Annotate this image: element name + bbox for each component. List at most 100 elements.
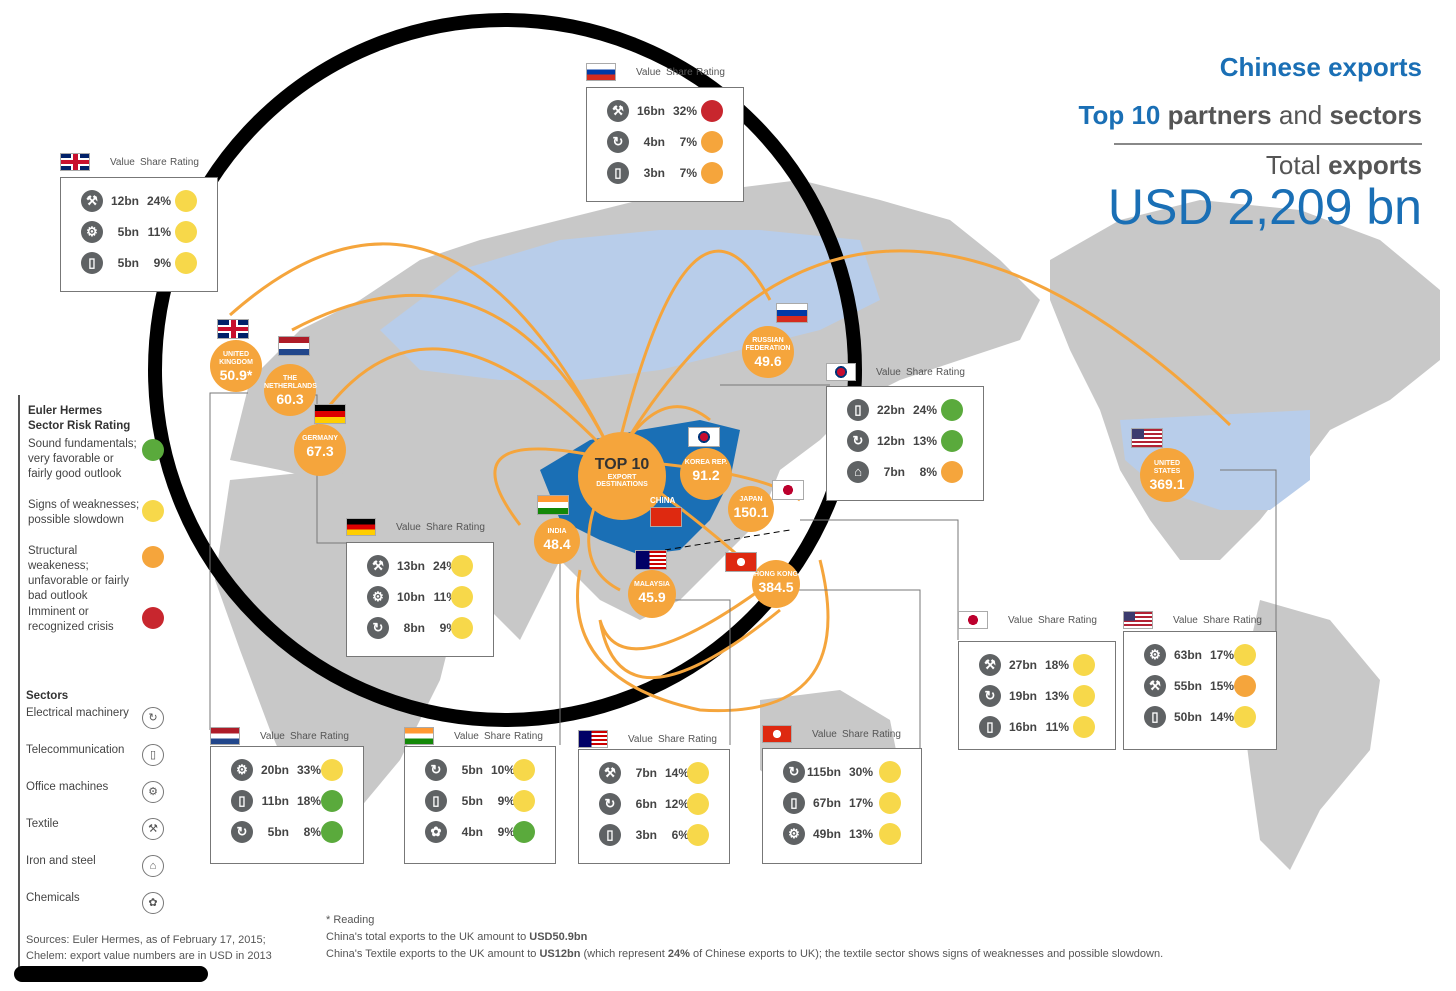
flag-ru-icon (586, 63, 616, 81)
detail-value: 8bn (403, 621, 425, 635)
reading-line2: China's Textile exports to the UK amount… (326, 948, 1163, 960)
telecommunication-icon: ▯ (607, 162, 629, 184)
detail-value: 27bn (1008, 658, 1037, 672)
rating-dot-yellow (451, 555, 473, 577)
total-value: USD 2,209 bn (1107, 179, 1422, 235)
detail-row: ⚙ 20bn 33% (211, 759, 363, 783)
rating-dot-yellow (1073, 654, 1095, 676)
detail-share: 18% (1044, 658, 1069, 672)
bubble-my: Malaysia 45.9 (628, 570, 676, 618)
rating-dot-green (321, 790, 343, 812)
textile-icon: ⚒ (81, 190, 103, 212)
reading-line2-text-c: (which represent (580, 948, 668, 960)
flag-us-icon (1123, 611, 1153, 629)
bubble-in: India 48.4 (534, 518, 580, 564)
bubble-export-value: 50.9* (219, 367, 253, 383)
textile-icon: ⚒ (607, 100, 629, 122)
detail-row: ⚒ 7bn 14% (579, 762, 729, 786)
flag-uk-icon (60, 153, 90, 171)
bubble-export-value: 67.3 (306, 443, 334, 459)
top10-center-bubble: TOP 10 Export destinations (578, 432, 666, 520)
box-header-value: Value (876, 367, 901, 378)
rating-dot-yellow (879, 823, 901, 845)
detail-box-jp: ⚒ 27bn 18% ↻ 19bn 13% ▯ 16bn 11% (958, 641, 1116, 750)
detail-row: ↻ 6bn 12% (579, 793, 729, 817)
detail-row: ▯ 11bn 18% (211, 790, 363, 814)
detail-value: 4bn (461, 825, 483, 839)
rating-dot-yellow (513, 759, 535, 781)
flag-nl-icon (278, 336, 310, 356)
detail-box-de: ⚒ 13bn 24% ⚙ 10bn 11% ↻ 8bn 9% (346, 542, 494, 657)
detail-share: 30% (848, 765, 873, 779)
detail-value: 4bn (643, 135, 665, 149)
flag-kr-icon (826, 363, 856, 381)
reading-line1-text: China's total exports to the UK amount t… (326, 931, 530, 943)
detail-value: 6bn (635, 797, 657, 811)
reading-line2-text-e: of Chinese exports to UK); the textile s… (689, 948, 1164, 960)
detail-row: ⚙ 5bn 11% (61, 221, 217, 245)
detail-row: ↻ 19bn 13% (959, 685, 1115, 709)
telecommunication-icon: ▯ (81, 252, 103, 274)
detail-box-ru: ⚒ 16bn 32% ↻ 4bn 7% ▯ 3bn 7% (586, 87, 744, 202)
footer-scribble (14, 966, 208, 982)
reading-line1: China's total exports to the UK amount t… (326, 931, 587, 943)
office-machines-icon: ⚙ (81, 221, 103, 243)
chemicals-icon: ✿ (425, 821, 447, 843)
legend-dot-green (142, 439, 164, 461)
rating-dot-yellow (513, 790, 535, 812)
flag-hk-icon (762, 725, 792, 743)
bubble-nl: The Netherlands 60.3 (264, 364, 317, 416)
center-top10-label: TOP 10 (594, 456, 650, 473)
rating-dot-yellow (687, 793, 709, 815)
detail-row: ▯ 3bn 6% (579, 824, 729, 848)
detail-value: 5bn (267, 825, 289, 839)
electrical-machinery-icon: ↻ (425, 759, 447, 781)
subtitle-sectors: sectors (1329, 100, 1423, 130)
detail-row: ⚙ 63bn 17% (1124, 644, 1276, 668)
detail-share: 8% (303, 825, 321, 839)
telecommunication-icon: ▯ (847, 399, 869, 421)
rating-dot-green (941, 399, 963, 421)
detail-box-hk: ↻ 115bn 30% ▯ 67bn 17% ⚙ 49bn 13% (762, 748, 922, 864)
bubble-export-value: 60.3 (276, 391, 304, 407)
rating-dot-orange (941, 461, 963, 483)
detail-value: 13bn (396, 559, 425, 573)
detail-share: 7% (679, 166, 697, 180)
detail-box-nl: ⚙ 20bn 33% ▯ 11bn 18% ↻ 5bn 8% (210, 746, 364, 864)
flag-de-icon (346, 518, 376, 536)
box-header-value: Value (812, 729, 837, 740)
box-header-share: Share (484, 731, 511, 742)
detail-share: 11% (147, 225, 171, 239)
bubble-export-value: 150.1 (733, 504, 769, 520)
bubble-uk: United Kingdom 50.9* (210, 340, 262, 392)
box-header-share: Share (290, 731, 317, 742)
legend-rating-label: Imminent or recognized crisis (28, 606, 114, 633)
rating-dot-yellow (451, 617, 473, 639)
rating-dot-yellow (1073, 685, 1095, 707)
detail-share: 15% (1209, 679, 1234, 693)
detail-share: 7% (679, 135, 697, 149)
bubble-ru: Russian Federation 49.6 (742, 326, 794, 378)
legend-dot-yellow (142, 500, 164, 522)
detail-value: 67bn (812, 796, 841, 810)
detail-value: 12bn (110, 194, 139, 208)
sources-line1: Sources: Euler Hermes, as of February 17… (26, 934, 266, 946)
detail-box-my: ⚒ 7bn 14% ↻ 6bn 12% ▯ 3bn 6% (578, 749, 730, 864)
center-destinations-label: destinations (596, 481, 648, 488)
electrical-machinery-icon: ↻ (979, 685, 1001, 707)
flag-in-icon (404, 727, 434, 745)
rating-dot-yellow (1234, 706, 1256, 728)
detail-value: 115bn (806, 765, 841, 779)
detail-value: 10bn (396, 590, 425, 604)
office-machines-icon: ⚙ (1144, 644, 1166, 666)
box-header-rating: Rating (320, 731, 349, 742)
detail-share: 10% (490, 763, 515, 777)
detail-value: 5bn (117, 256, 139, 270)
detail-share: 11% (1045, 720, 1069, 734)
electrical-machinery-icon: ↻ (607, 131, 629, 153)
detail-share: 32% (672, 104, 697, 118)
box-header-rating: Rating (872, 729, 901, 740)
rating-dot-yellow (175, 190, 197, 212)
rating-dot-orange (1234, 675, 1256, 697)
textile-icon: ⚒ (1144, 675, 1166, 697)
